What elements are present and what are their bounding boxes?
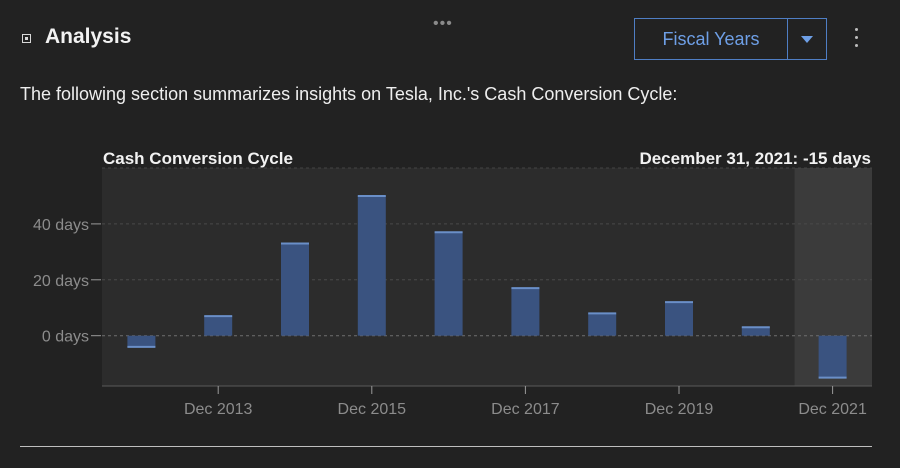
bar — [741, 327, 770, 336]
cash-conversion-chart: 40 days 20 days 0 days Dec 2013 Dec 2015 Dec … — [0, 130, 900, 430]
section-divider — [20, 446, 872, 447]
bar — [818, 335, 847, 378]
bar — [665, 302, 693, 336]
x-tick-label: Dec 2013 — [184, 401, 253, 418]
kebab-menu-icon[interactable] — [852, 28, 860, 52]
bar — [588, 313, 617, 336]
chart-title: Cash Conversion Cycle — [103, 149, 293, 168]
analysis-header: Analysis ••• Fiscal Years — [0, 0, 900, 80]
caret-down-icon — [801, 35, 813, 43]
fiscal-years-button[interactable]: Fiscal Years — [635, 19, 788, 59]
x-tick-label: Dec 2017 — [491, 401, 560, 418]
period-dropdown-button[interactable] — [788, 19, 826, 59]
bar — [357, 195, 386, 336]
bar — [281, 243, 309, 336]
bar — [127, 335, 156, 347]
plot-area — [102, 168, 872, 386]
period-selector: Fiscal Years — [634, 18, 827, 60]
analysis-icon — [22, 34, 31, 43]
y-tick-label: 40 days — [33, 217, 89, 234]
highlight-value-label: December 31, 2021: -15 days — [639, 149, 871, 168]
bar — [434, 232, 463, 336]
chart-svg: 40 days 20 days 0 days Dec 2013 Dec 2015 Dec … — [33, 149, 872, 418]
x-tick-label: Dec 2021 — [798, 401, 867, 418]
bar — [204, 316, 233, 336]
y-tick-label: 20 days — [33, 273, 89, 290]
bar — [511, 288, 540, 336]
intro-text: The following section summarizes insight… — [20, 84, 678, 104]
y-tick-label: 0 days — [42, 329, 89, 346]
x-tick-label: Dec 2019 — [645, 401, 714, 418]
drag-handle-icon[interactable]: ••• — [433, 15, 453, 32]
x-tick-label: Dec 2015 — [338, 401, 407, 418]
section-title: Analysis — [45, 25, 132, 48]
